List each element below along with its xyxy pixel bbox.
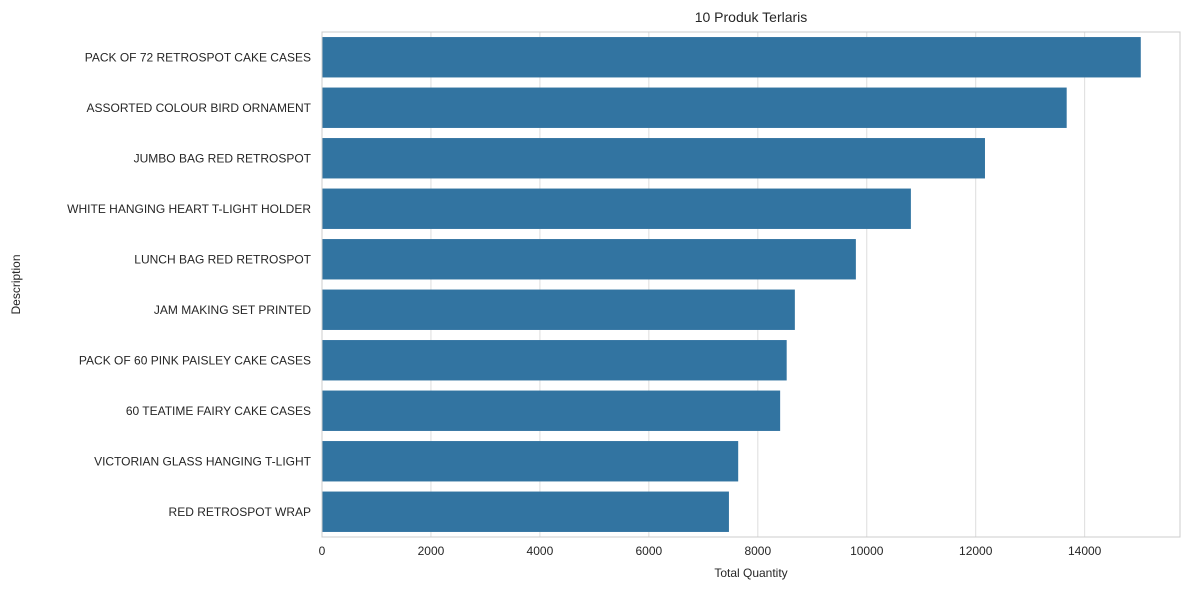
bar [322, 441, 739, 482]
bar [322, 239, 856, 280]
bar [322, 37, 1141, 78]
category-label: PACK OF 72 RETROSPOT CAKE CASES [85, 50, 311, 64]
category-label: 60 TEATIME FAIRY CAKE CASES [126, 404, 311, 418]
bar [322, 87, 1067, 128]
bar [322, 188, 911, 229]
category-label: JAM MAKING SET PRINTED [154, 303, 311, 317]
y-axis-title: Description [9, 254, 23, 314]
x-tick-label: 8000 [744, 544, 771, 558]
category-label: LUNCH BAG RED RETROSPOT [134, 252, 311, 266]
category-label: VICTORIAN GLASS HANGING T-LIGHT [94, 454, 312, 468]
x-axis-title: Total Quantity [714, 566, 787, 580]
x-tick-label: 10000 [850, 544, 884, 558]
x-tick-label: 4000 [527, 544, 554, 558]
bars [322, 37, 1141, 532]
bar [322, 390, 781, 431]
bar [322, 340, 787, 381]
x-tick-label: 0 [319, 544, 326, 558]
x-tick-label: 2000 [418, 544, 445, 558]
category-label: RED RETROSPOT WRAP [169, 505, 311, 519]
x-tick-label: 14000 [1068, 544, 1102, 558]
bar [322, 289, 795, 330]
chart-title: 10 Produk Terlaris [695, 9, 808, 25]
x-tick-label: 12000 [959, 544, 993, 558]
category-label: ASSORTED COLOUR BIRD ORNAMENT [87, 101, 312, 115]
x-tick-label: 6000 [636, 544, 663, 558]
bar [322, 491, 729, 532]
category-label: JUMBO BAG RED RETROSPOT [134, 151, 312, 165]
x-tick-labels: 0 2000 4000 6000 8000 10000 12000 14000 [319, 544, 1102, 558]
plot-frame [321, 31, 1181, 538]
bar [322, 138, 985, 179]
category-label: WHITE HANGING HEART T-LIGHT HOLDER [67, 202, 311, 216]
category-label: PACK OF 60 PINK PAISLEY CAKE CASES [79, 353, 311, 367]
category-labels: PACK OF 72 RETROSPOT CAKE CASES ASSORTED … [67, 50, 311, 519]
